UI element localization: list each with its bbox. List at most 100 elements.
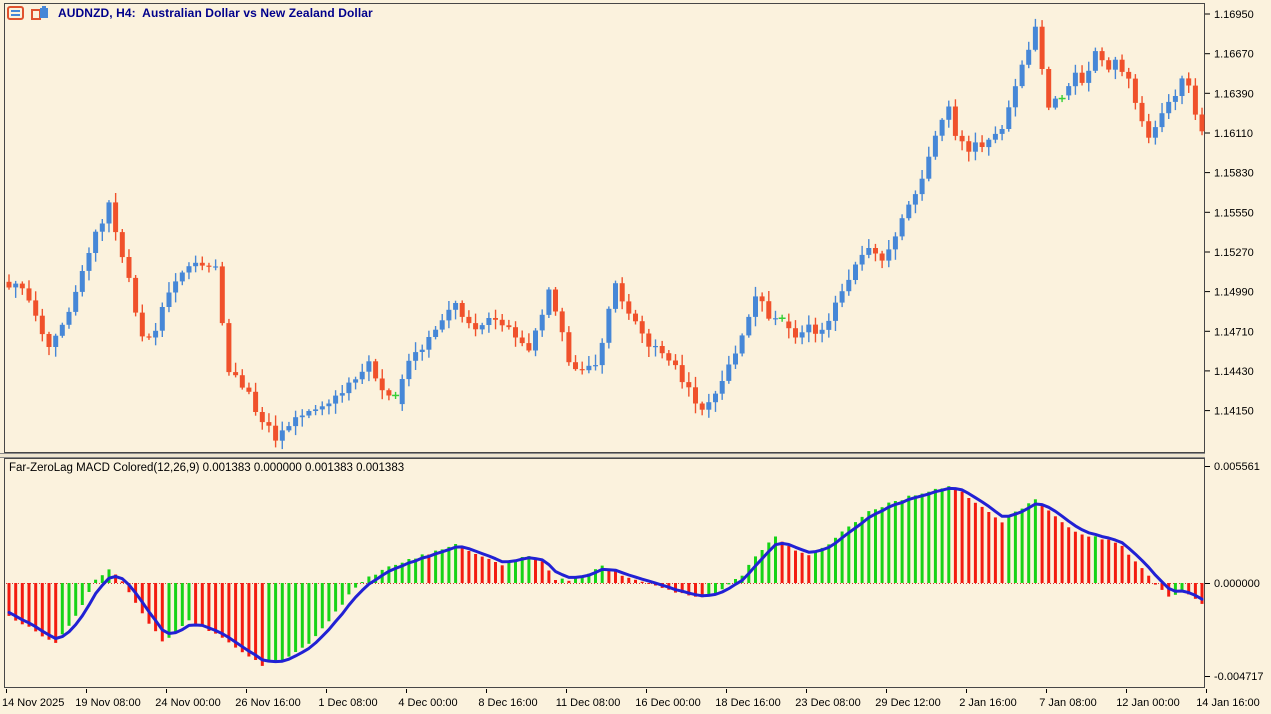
macd-histogram-bar [1000,522,1004,583]
candle-body [373,361,379,379]
macd-histogram-bar [953,488,957,583]
price-axis[interactable]: 1.16950 1.16670 1.16390 1.16110 1.15830 1.155… [1205,9,1254,418]
candle-body [806,324,812,333]
macd-histogram-bar [454,544,458,583]
candle-body [573,362,578,370]
candle-body [846,279,852,292]
candle-body [479,325,485,330]
macd-histogram-bar [933,488,937,583]
candle-body [279,430,285,441]
macd-histogram-bar [487,558,491,583]
macd-histogram-bar [154,583,158,632]
candle-body [326,403,332,407]
candle-body [46,334,52,347]
candle-body [1012,86,1018,108]
time-axis-label: 11 Dec 08:00 [556,697,621,709]
macd-histogram-bar [500,565,504,583]
macd-histogram-bar [460,546,464,583]
macd-histogram-bar [987,512,991,583]
candle-body [133,277,139,313]
macd-histogram-bar [800,552,804,583]
macd-histogram-bar [1140,568,1144,583]
candle-body [906,204,912,219]
candle-body [1139,102,1145,122]
macd-histogram-bar [887,502,891,583]
time-axis[interactable]: 14 Nov 2025 19 Nov 08:00 24 Nov 00:00 26 No… [2,689,1260,709]
candle-body [306,411,312,416]
macd-histogram-bar [34,583,38,632]
price-chart-panel[interactable] [4,3,1205,453]
macd-histogram-bar [127,583,131,593]
macd-histogram-bar [534,559,537,583]
indicator-axis-label: 0.005561 [1214,461,1260,473]
candle-body [193,262,199,267]
candle-body [146,336,152,338]
macd-histogram-bar [254,583,258,660]
candle-body [686,382,692,388]
candle-body [673,360,678,366]
macd-histogram-bar [220,583,224,638]
candle-body [453,303,459,310]
candle-body [233,372,239,376]
macd-histogram-bar [1027,503,1031,583]
candle-body [833,302,838,321]
panel-splitter[interactable] [0,453,1205,458]
macd-histogram-bar [634,579,637,583]
candle-body [786,321,792,329]
candle-body [99,223,105,232]
candle-body [446,309,452,321]
candle-body [253,391,259,412]
candle-body [1106,60,1112,70]
price-axis-label: 1.15830 [1214,168,1254,180]
macd-histogram-bar [734,579,737,583]
candle-body [359,371,365,380]
macd-histogram-bar [1153,583,1157,585]
macd-histogram-bar [340,583,344,605]
candle-body [299,415,305,418]
candle-body [1079,72,1085,83]
candle-body [79,271,85,292]
indicator-axis-label: 0.000000 [1214,578,1260,590]
candle-body [1192,85,1198,115]
macd-histogram-bar [194,583,198,625]
macd-histogram-bar [334,583,338,612]
splitter-bar [0,454,1205,457]
macd-histogram-bar [120,581,124,583]
macd-histogram-bar [14,583,18,621]
candle-body [406,360,412,380]
macd-histogram-bar [1100,539,1104,583]
macd-histogram-bar [387,566,391,583]
candle-body [459,303,465,317]
macd-histogram-bar [627,577,631,583]
candle-body [539,314,545,331]
macd-histogram-bar [1127,554,1131,583]
candle-body [1026,49,1032,65]
chart-window-icon[interactable] [31,6,49,20]
macd-histogram-bar [913,495,917,583]
candle-body [1152,127,1158,138]
macd-panel-frame [4,458,1205,688]
candle-body [1046,69,1052,108]
macd-histogram-bar [1087,536,1091,583]
macd-histogram-bar [1033,499,1037,583]
indicator-axis[interactable]: 0.005561 0.000000 -0.004717 [1205,461,1264,683]
macd-histogram-bar [780,541,784,583]
candle-body [586,365,592,371]
candle-body [726,364,732,381]
candle-body [506,325,512,328]
time-axis-label: 7 Jan 08:00 [1039,697,1097,709]
market-watch-icon[interactable] [7,6,24,20]
candle-body [699,403,705,410]
macd-histogram-bar [207,583,211,631]
candle-body [353,379,359,383]
macd-histogram-bar [1093,536,1097,583]
candle-body [633,313,638,322]
candle-body [819,329,825,334]
candle-body [799,332,805,338]
macd-histogram-bar [794,550,797,583]
macd-indicator-panel[interactable] [4,458,1205,688]
candle-body [599,342,605,366]
candle-body [206,265,212,267]
